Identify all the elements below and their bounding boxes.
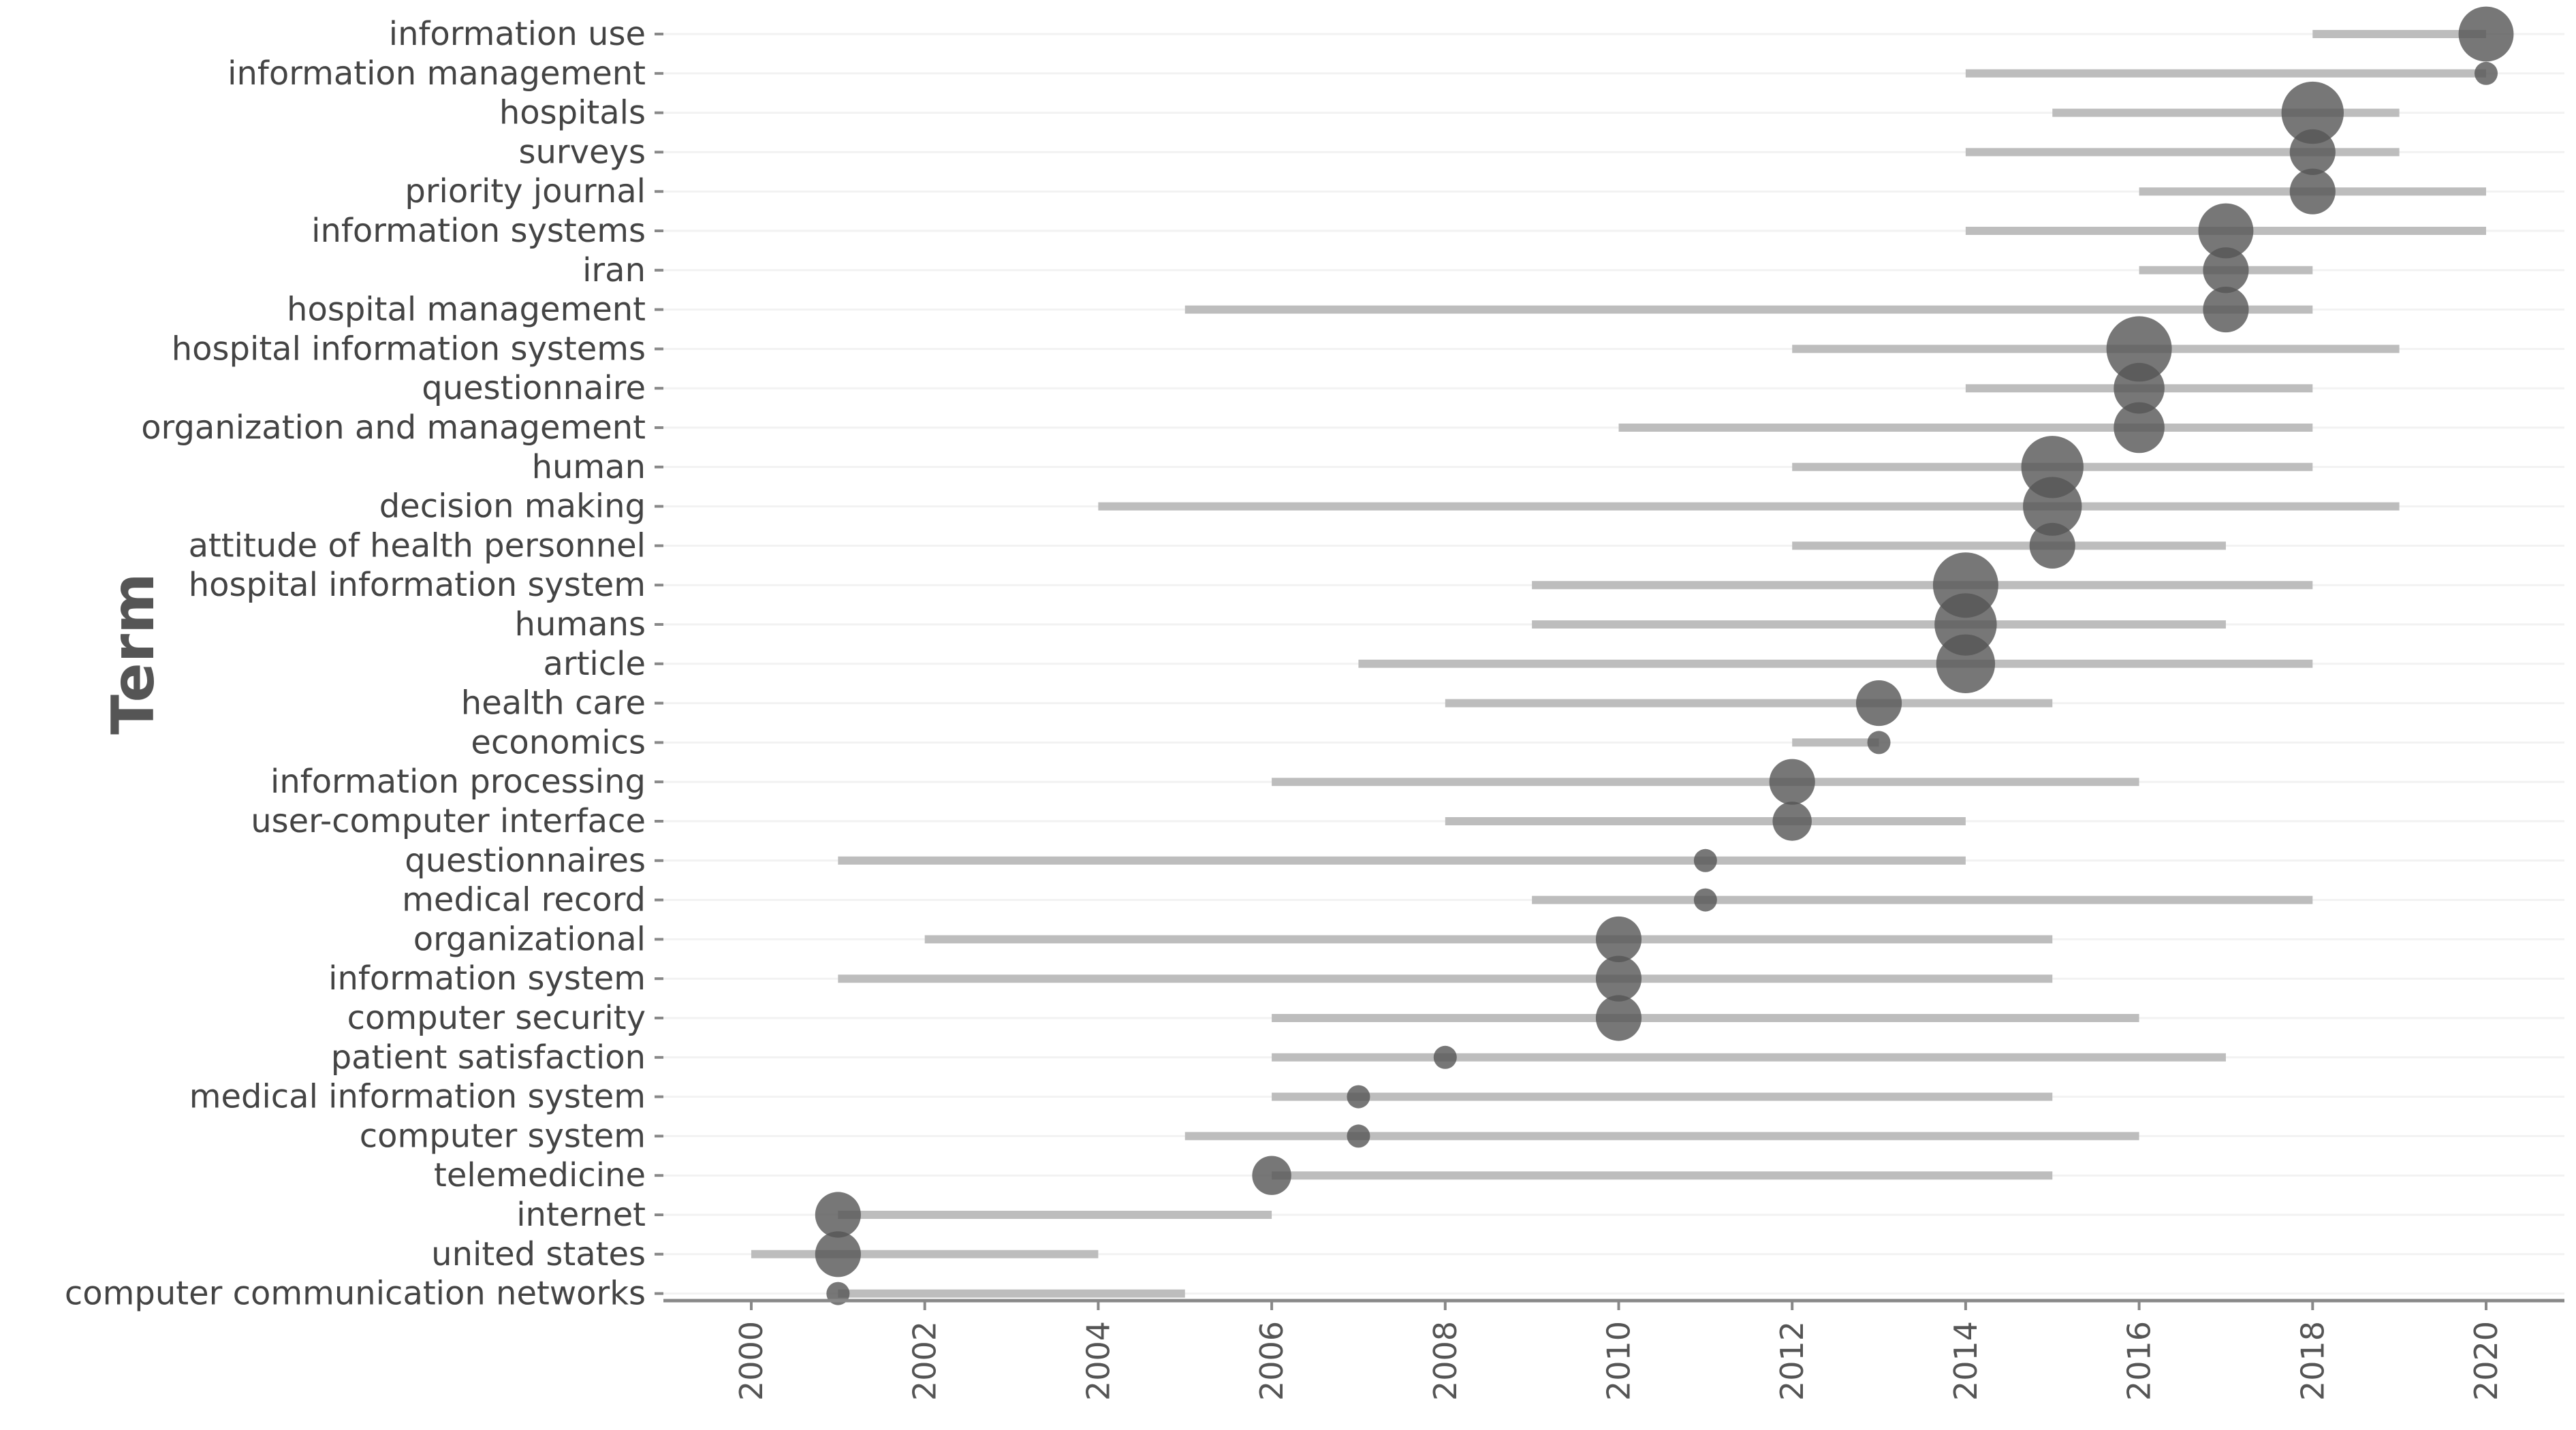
data-point[interactable] <box>2106 316 2172 382</box>
term-label: information systems <box>311 212 646 250</box>
term-label: computer system <box>360 1117 646 1155</box>
x-tick-label: 2020 <box>2468 1321 2504 1401</box>
term-label: humans <box>515 605 646 644</box>
data-point[interactable] <box>2023 477 2082 536</box>
data-point[interactable] <box>1347 1124 1370 1148</box>
data-point[interactable] <box>1347 1085 1370 1109</box>
term-label: computer security <box>347 999 646 1037</box>
x-tick-label: 2002 <box>907 1321 943 1401</box>
term-label: information system <box>328 959 646 998</box>
x-tick-label: 2010 <box>1601 1321 1637 1401</box>
term-label: united states <box>431 1235 646 1273</box>
data-point[interactable] <box>2203 247 2249 293</box>
term-label: information management <box>227 54 646 93</box>
data-point[interactable] <box>815 1231 861 1277</box>
data-point[interactable] <box>1433 1045 1457 1069</box>
term-label: internet <box>516 1196 646 1234</box>
term-label: telemedicine <box>434 1156 646 1194</box>
term-label: information use <box>389 15 646 53</box>
x-tick-label: 2006 <box>1253 1321 1290 1401</box>
data-point[interactable] <box>1595 916 1642 962</box>
axes: 2000 2002 2004 2006 2008 2010 2012 2014 2016 2018… <box>655 33 2564 1401</box>
data-point[interactable] <box>1693 848 1717 872</box>
term-label: surveys <box>518 133 646 171</box>
term-label: attitude of health personnel <box>189 526 646 565</box>
term-label: information processing <box>270 763 646 801</box>
term-label: priority journal <box>405 172 646 210</box>
term-label: medical record <box>402 881 646 919</box>
term-label: iran <box>582 251 646 289</box>
term-label: questionnaires <box>405 842 646 880</box>
data-point[interactable] <box>2289 129 2336 175</box>
term-label: user-computer interface <box>251 802 646 840</box>
range-bars <box>751 30 2486 1298</box>
term-label: hospital information system <box>189 566 646 604</box>
data-point[interactable] <box>2114 362 2165 414</box>
x-tick-label: 2004 <box>1080 1321 1116 1401</box>
term-label: medical information system <box>189 1078 646 1116</box>
data-point[interactable] <box>2029 522 2075 569</box>
y-axis-title: Term <box>99 573 168 735</box>
points <box>815 6 2514 1305</box>
term-label: patient satisfaction <box>331 1038 646 1077</box>
term-label: organizational <box>413 920 646 958</box>
data-point[interactable] <box>1936 634 1996 693</box>
term-label: computer communication networks <box>65 1275 646 1313</box>
term-label: economics <box>471 723 646 761</box>
term-label: organization and management <box>141 409 646 447</box>
data-point[interactable] <box>1595 955 1642 1002</box>
term-label: article <box>543 645 646 683</box>
x-tick-label: 2008 <box>1427 1321 1464 1401</box>
x-tick-label: 2000 <box>733 1321 770 1401</box>
term-label: decision making <box>379 488 646 526</box>
x-tick-label: 2014 <box>1947 1321 1984 1401</box>
data-point[interactable] <box>815 1192 861 1238</box>
x-tick-label: 2016 <box>2121 1321 2158 1401</box>
term-label: human <box>532 448 646 486</box>
term-label: hospital information systems <box>172 330 646 368</box>
x-tick-label: 2018 <box>2294 1321 2331 1401</box>
data-point[interactable] <box>2114 402 2165 454</box>
term-label: hospitals <box>499 94 646 132</box>
data-point[interactable] <box>1867 731 1891 754</box>
data-point[interactable] <box>1252 1156 1291 1195</box>
data-point[interactable] <box>1595 995 1642 1041</box>
data-point[interactable] <box>2281 81 2344 144</box>
data-point[interactable] <box>2198 203 2254 259</box>
term-label: health care <box>461 684 646 722</box>
data-point[interactable] <box>1855 680 1902 727</box>
x-tick-label: 2012 <box>1774 1321 1810 1401</box>
data-point[interactable] <box>2458 6 2514 62</box>
data-point[interactable] <box>2203 287 2249 333</box>
data-point[interactable] <box>1772 801 1812 841</box>
data-point[interactable] <box>1693 888 1717 912</box>
data-point[interactable] <box>2475 61 2498 85</box>
data-point[interactable] <box>2289 168 2336 214</box>
term-label: questionnaire <box>422 369 646 407</box>
data-point[interactable] <box>1769 759 1815 805</box>
term-label: hospital management <box>287 291 646 329</box>
